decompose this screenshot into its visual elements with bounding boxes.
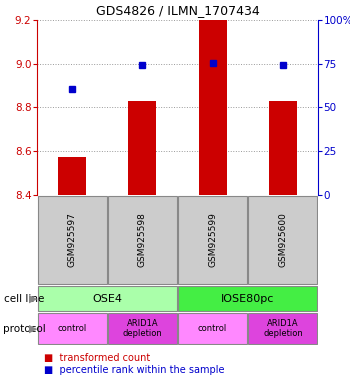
- Text: GSM925599: GSM925599: [208, 213, 217, 267]
- Text: cell line: cell line: [4, 293, 44, 303]
- Bar: [38, 196, 106, 284]
- Bar: [198, 20, 227, 195]
- Text: ARID1A
depletion: ARID1A depletion: [263, 319, 303, 338]
- Bar: [108, 313, 177, 344]
- Bar: [38, 286, 177, 311]
- Text: GSM925598: GSM925598: [138, 213, 147, 267]
- Text: ■  transformed count: ■ transformed count: [44, 353, 150, 363]
- Text: control: control: [57, 324, 87, 333]
- Text: ■  percentile rank within the sample: ■ percentile rank within the sample: [44, 365, 224, 375]
- Text: OSE4: OSE4: [92, 293, 122, 303]
- Bar: [38, 313, 106, 344]
- Bar: [178, 286, 317, 311]
- Bar: [248, 196, 317, 284]
- Text: GSM925600: GSM925600: [278, 213, 287, 267]
- Bar: [58, 157, 86, 195]
- Bar: [178, 313, 247, 344]
- Title: GDS4826 / ILMN_1707434: GDS4826 / ILMN_1707434: [96, 5, 259, 17]
- Bar: [248, 313, 317, 344]
- Text: IOSE80pc: IOSE80pc: [221, 293, 274, 303]
- Text: ARID1A
depletion: ARID1A depletion: [122, 319, 162, 338]
- Bar: [108, 196, 177, 284]
- Text: GSM925597: GSM925597: [68, 213, 77, 267]
- Bar: [269, 101, 297, 195]
- Bar: [128, 101, 156, 195]
- Text: control: control: [198, 324, 227, 333]
- Text: protocol: protocol: [4, 323, 46, 333]
- Text: ▶: ▶: [29, 293, 37, 303]
- Bar: [178, 196, 247, 284]
- Text: ▶: ▶: [29, 323, 37, 333]
